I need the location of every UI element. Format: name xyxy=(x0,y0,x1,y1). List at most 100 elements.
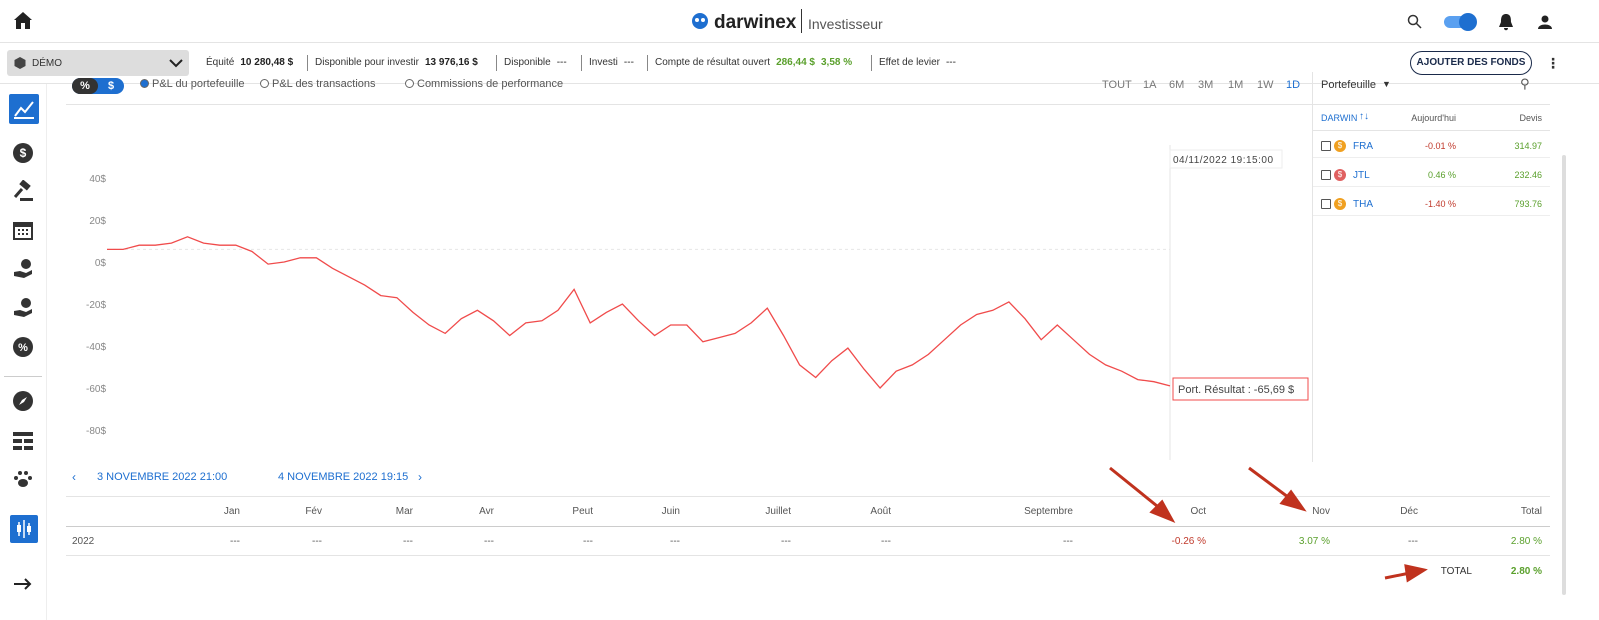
period-end[interactable]: 4 NOVEMBRE 2022 19:15 xyxy=(278,471,409,483)
total-label: TOTAL xyxy=(1440,566,1472,577)
column-header: Déc xyxy=(1400,506,1418,517)
column-header: Nov xyxy=(1312,506,1330,517)
sort-icon[interactable]: ↑↓ xyxy=(1359,111,1369,122)
panel-rule xyxy=(1313,186,1550,187)
prev-arrow[interactable]: ‹ xyxy=(72,470,76,484)
range-button[interactable]: 1M xyxy=(1228,79,1244,91)
mode-label[interactable]: P&L des transactions xyxy=(272,78,376,90)
unit-option[interactable]: $ xyxy=(107,80,115,92)
column-header: Août xyxy=(870,506,891,517)
nav-calendar[interactable] xyxy=(12,219,34,241)
mode: Investisseur xyxy=(808,16,883,32)
y-tick-label: 40$ xyxy=(89,174,106,185)
separator xyxy=(496,55,497,71)
collapse-arrow[interactable] xyxy=(13,577,33,591)
separator xyxy=(871,55,872,71)
separator xyxy=(647,55,648,71)
y-tick-label: -20$ xyxy=(86,300,106,311)
row-checkbox[interactable] xyxy=(1321,199,1331,209)
return-cell: --- xyxy=(881,536,891,547)
nav-percent[interactable]: % xyxy=(12,336,34,358)
nav-deposit[interactable] xyxy=(12,258,34,280)
pnl-line xyxy=(107,236,1171,389)
dropdown-caret[interactable]: ▼ xyxy=(1382,79,1391,89)
range-button[interactable]: 1A xyxy=(1143,79,1157,91)
radio[interactable] xyxy=(405,79,414,88)
row-checkbox[interactable] xyxy=(1321,141,1331,151)
range-button[interactable]: 1W xyxy=(1257,79,1274,91)
radio[interactable] xyxy=(140,79,149,88)
range-button[interactable]: 1D xyxy=(1286,79,1301,91)
row-year: 2022 xyxy=(72,536,95,547)
nav-candles[interactable] xyxy=(10,515,38,543)
home-icon[interactable] xyxy=(12,10,34,30)
today-change: -0.01 % xyxy=(1424,141,1456,151)
return-cell: 3.07 % xyxy=(1298,536,1330,547)
nav-chart[interactable] xyxy=(9,94,39,124)
radio[interactable] xyxy=(260,79,269,88)
mode-label[interactable]: P&L du portefeuille xyxy=(152,78,245,90)
return-cell: --- xyxy=(230,536,240,547)
unit-option[interactable]: % xyxy=(72,78,98,94)
metric-label: Compte de résultat ouvert xyxy=(655,57,771,68)
return-cell: --- xyxy=(403,536,413,547)
darwin-name[interactable]: FRA xyxy=(1353,141,1373,152)
range-button[interactable]: TOUT xyxy=(1102,79,1132,91)
column-header: Juin xyxy=(661,506,680,517)
period-start[interactable]: 3 NOVEMBRE 2022 21:00 xyxy=(97,471,228,483)
return-cell: --- xyxy=(670,536,680,547)
separator xyxy=(307,55,308,71)
darwin-name[interactable]: JTL xyxy=(1353,170,1370,181)
search-icon[interactable]: ⚲ xyxy=(1520,76,1530,91)
panel-rule xyxy=(1313,130,1550,131)
account-name: DÉMO xyxy=(32,58,62,69)
darwin-name[interactable]: THA xyxy=(1353,199,1373,210)
separator xyxy=(581,55,582,71)
chart-border xyxy=(66,104,1313,105)
account-select[interactable]: DÉMO xyxy=(7,50,189,76)
search-icon[interactable] xyxy=(1407,14,1423,30)
metric-label: Investi xyxy=(589,57,618,68)
mode-toggle[interactable] xyxy=(1444,12,1480,32)
panel-title[interactable]: Portefeuille xyxy=(1321,79,1377,91)
column-header: Mar xyxy=(395,506,413,517)
metric-value: 10 280,48 $ xyxy=(240,57,294,68)
row-checkbox[interactable] xyxy=(1321,170,1331,180)
column-header: Oct xyxy=(1190,506,1206,517)
nav-money[interactable]: $ xyxy=(12,142,34,164)
range-button[interactable]: 3M xyxy=(1198,79,1214,91)
currency-icon: $ xyxy=(1334,198,1346,210)
user-icon[interactable] xyxy=(1537,14,1553,30)
bell-icon[interactable] xyxy=(1497,12,1515,32)
nav-commission[interactable] xyxy=(12,297,34,319)
nav-explore[interactable] xyxy=(12,390,34,412)
divider xyxy=(4,376,42,377)
currency-icon: $ xyxy=(1334,169,1346,181)
mode-label[interactable]: Commissions de performance xyxy=(417,78,564,90)
range-button[interactable]: 6M xyxy=(1169,79,1185,91)
quote: 793.76 xyxy=(1514,199,1542,209)
return-cell: 2.80 % xyxy=(1510,536,1542,547)
next-arrow[interactable]: › xyxy=(418,470,422,484)
return-cell: --- xyxy=(484,536,494,547)
nav-paw[interactable] xyxy=(12,468,34,490)
nav-table[interactable] xyxy=(12,429,34,451)
return-cell: --- xyxy=(583,536,593,547)
column-header: Peut xyxy=(572,506,593,517)
svg-text:%: % xyxy=(18,342,28,354)
column-header[interactable]: DARWIN xyxy=(1321,113,1358,123)
panel-rule xyxy=(1313,157,1550,158)
quote: 314.97 xyxy=(1514,141,1542,151)
divider xyxy=(801,9,802,33)
nav-auction[interactable] xyxy=(12,180,34,202)
currency-icon: $ xyxy=(1334,140,1346,152)
add-funds-button[interactable]: AJOUTER DES FONDS xyxy=(1410,51,1532,75)
column-header: Juillet xyxy=(765,506,791,517)
panel-border xyxy=(1312,72,1313,462)
metric-value: --- xyxy=(556,57,567,68)
metric-label: Disponible pour investir xyxy=(315,57,419,68)
more-menu[interactable]: ⋮ xyxy=(1546,55,1560,71)
quote: 232.46 xyxy=(1514,170,1542,180)
column-header: Avr xyxy=(479,506,494,517)
